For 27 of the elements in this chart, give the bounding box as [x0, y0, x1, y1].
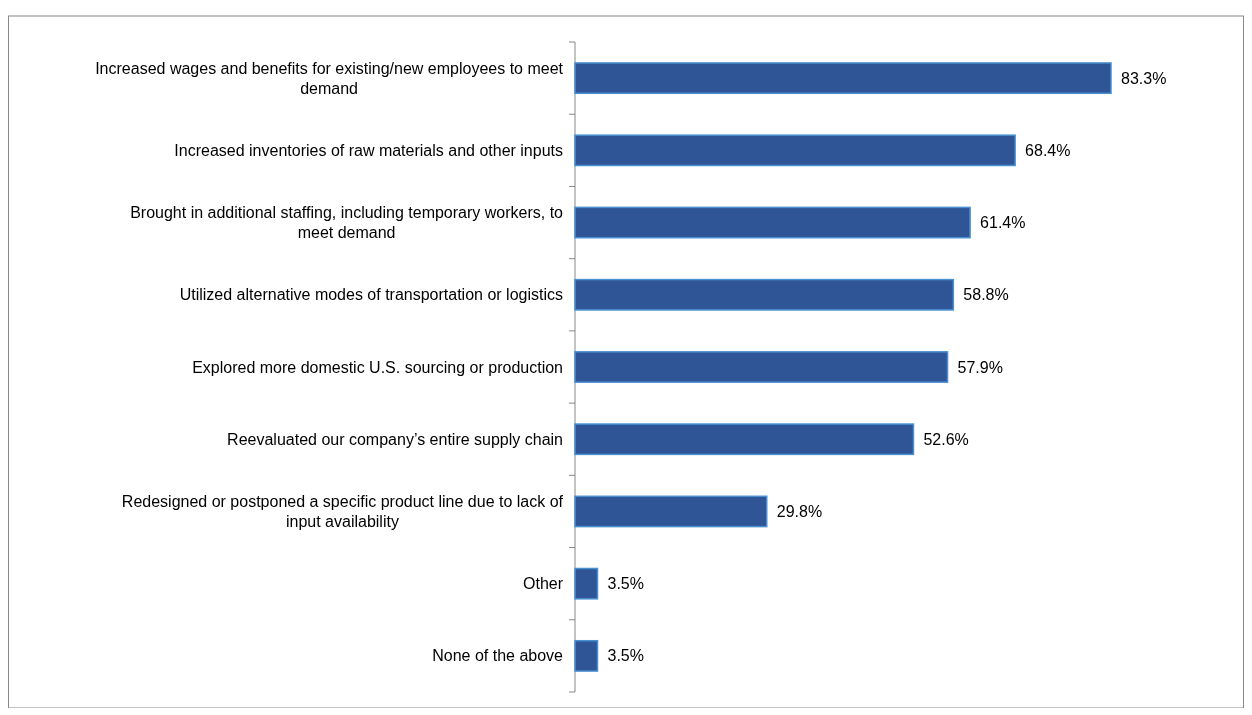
- data-label: 3.5%: [607, 575, 644, 593]
- y-tick-label: Utilized alternative modes of transportation or logistics: [179, 286, 563, 304]
- y-tick-label: Reevaluated our company’s entire supply chain: [227, 430, 563, 448]
- bar: [574, 495, 768, 528]
- y-tick-label: None of the above: [432, 647, 564, 665]
- data-label: 57.9%: [957, 358, 1003, 376]
- data-label: 3.5%: [607, 647, 644, 665]
- bar: [574, 423, 915, 456]
- y-tick-label: Redesigned or postponed a specific product line due to lack of input availability: [121, 493, 564, 531]
- y-tick-label: Increased inventories of raw materials and other inputs: [174, 141, 563, 159]
- data-label: 68.4%: [1025, 141, 1071, 159]
- data-label: 58.8%: [963, 286, 1009, 304]
- bar: [574, 639, 599, 672]
- bar: [574, 206, 971, 239]
- data-label: 61.4%: [980, 214, 1026, 232]
- y-tick-label: Brought in additional staffing, including temporary workers, to meet demand: [130, 204, 564, 242]
- bar: [574, 134, 1016, 167]
- bar: [574, 278, 955, 311]
- data-label: 52.6%: [923, 430, 969, 448]
- y-tick-label: Other: [522, 575, 564, 593]
- y-tick-label: Explored more domestic U.S. sourcing or production: [192, 358, 563, 376]
- data-label: 29.8%: [776, 503, 823, 521]
- y-tick-label: Increased wages and benefits for existing/new employees to meet demand: [95, 59, 564, 97]
- bar: [574, 567, 599, 600]
- bar: [574, 62, 1112, 95]
- bar: [574, 351, 949, 383]
- data-label: 83.3%: [1121, 69, 1167, 87]
